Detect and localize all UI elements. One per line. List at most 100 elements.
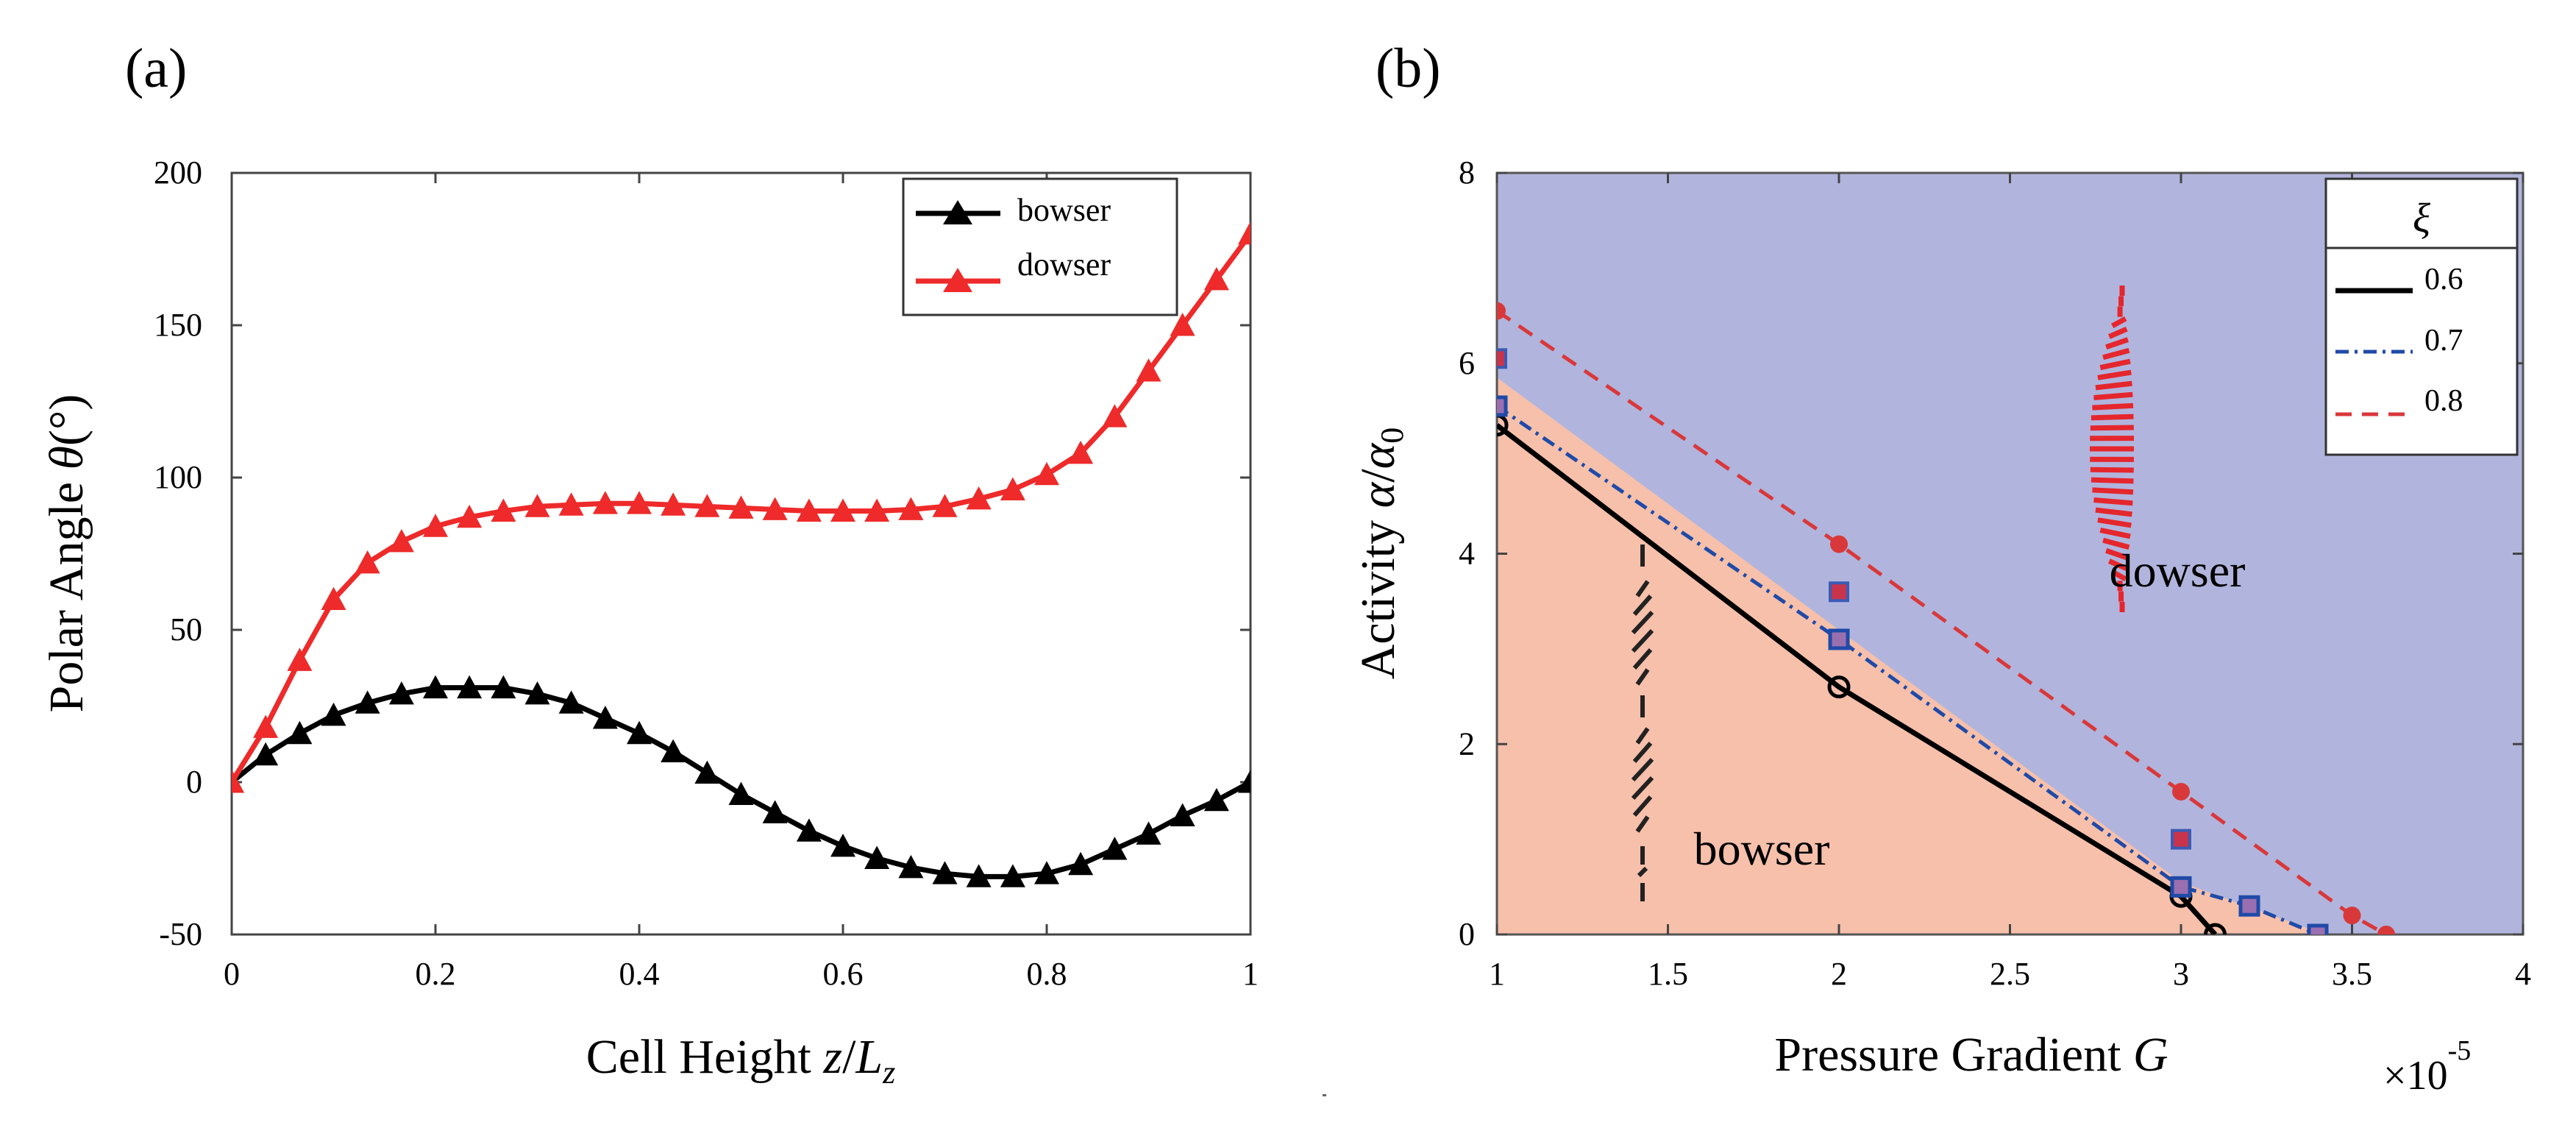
dowser-director-segment [2090, 467, 2134, 473]
series-bowser-point [253, 742, 279, 766]
dowser-director-segment [2097, 517, 2132, 528]
series-dowser-point [287, 648, 313, 671]
dowser-director-segment [2102, 537, 2130, 550]
b-xtick-label: 3 [2173, 956, 2189, 992]
dowser-director-segment [2095, 380, 2132, 391]
series-bowser-point [558, 690, 584, 714]
series-bowser-point [1238, 770, 1250, 793]
xi-0.7-point [2238, 895, 2260, 917]
panel-b-tick-labels: 1 1.5 2 2.5 3 3.5 4 0 2 4 6 8 [1459, 155, 2531, 992]
series-bowser-point [491, 675, 516, 699]
panel-a-legend-box [902, 177, 1178, 316]
a-ytick-label: 50 [170, 611, 202, 648]
a-xtick-label: 0.8 [1027, 956, 1067, 992]
dowser-director-glyph [2090, 285, 2134, 612]
series-dowser-point [253, 714, 279, 738]
panel-a-xlabel: Cell Height z/Lz [586, 1030, 896, 1090]
series-dowser-point [457, 504, 483, 528]
dowser-director-segment [2099, 358, 2131, 371]
series-dowser-point [524, 494, 550, 517]
b-xtick-label: 1.5 [1648, 956, 1688, 992]
xi-0.7-point [1828, 628, 1850, 650]
panel-a-legend: bowser dowser [902, 177, 1178, 316]
series-dowser-point [321, 586, 346, 611]
legend-dowser-marker [943, 268, 972, 292]
legend-title-xi: ξ [2413, 196, 2430, 241]
b-ytick-label: 0 [1459, 916, 1475, 952]
a-xtick-label: 0 [224, 956, 240, 992]
legend-0.6-label: 0.6 [2424, 263, 2463, 297]
series-dowser-point [796, 498, 822, 522]
region-label-bowser: bowser [1694, 823, 1830, 875]
a-ytick-label: 150 [154, 307, 202, 343]
xi-0.7-point [2170, 876, 2192, 898]
series-dowser-point [1068, 440, 1094, 464]
dowser-director-segment [2093, 391, 2133, 400]
series-dowser-point [592, 491, 618, 514]
b-xtick-label: 3.5 [2332, 956, 2372, 992]
dowser-director-segment [2093, 497, 2133, 506]
series-bowser-point [898, 854, 924, 879]
xi-0.7-point [2307, 923, 2329, 934]
a-xtick-label: 0.4 [619, 956, 660, 992]
dowser-director-segment [2107, 558, 2128, 572]
series-dowser-point [661, 492, 686, 516]
panel-b-xlabel: Pressure Gradient G [1774, 1028, 2168, 1082]
series-bowser-point [388, 681, 414, 705]
series-bowser-point [457, 675, 483, 699]
panel-a-series [232, 221, 1250, 887]
legend-0.7-label: 0.7 [2424, 324, 2463, 358]
series-dowser-point [1102, 404, 1128, 428]
series-bowser-point [1203, 787, 1229, 812]
b-xtick-label: 2.5 [1990, 956, 2030, 992]
series-bowser-point [830, 833, 855, 857]
series-bowser-point [1170, 803, 1195, 826]
b-xtick-label: 4 [2515, 956, 2531, 992]
a-xtick-label: 1 [1242, 956, 1259, 992]
legend-bowser-label: bowser [1017, 192, 1111, 228]
series-bowser-point [796, 818, 822, 842]
b-ytick-label: 2 [1459, 726, 1475, 762]
dowser-director-segment [2099, 527, 2131, 539]
series-bowser-point [1136, 821, 1161, 845]
xi-0.7-point [1497, 395, 1508, 417]
series-bowser-point [287, 720, 313, 745]
panel-a-tick-labels: 0 0.2 0.4 0.6 0.8 1 -50 0 50 100 150 200 [154, 155, 1259, 992]
panel-b-ticks [1495, 171, 2525, 936]
dowser-director-segment [2107, 326, 2128, 339]
series-dowser-point [864, 498, 890, 522]
series-bowser-point [355, 690, 380, 714]
series-dowser-point [388, 528, 414, 553]
series-bowser-point [423, 675, 448, 699]
dowser-director-segment [2110, 316, 2127, 329]
series-bowser-point [1102, 837, 1128, 860]
xi-0.8-point [1830, 535, 1848, 553]
dowser-director-segment [2105, 337, 2129, 350]
panel-a-ylabel: Polar Angle θ(°) [40, 394, 93, 713]
panel-b-series [1497, 302, 2395, 934]
x-multiplier: ×10-5 [2383, 1035, 2471, 1099]
panel-a: (a) 0 0.2 0.4 0.6 0.8 1 -50 0 50 100 150 200 Cell H… [40, 38, 1259, 1090]
dowser-director-segment [2102, 347, 2130, 361]
series-dowser-point [966, 486, 992, 510]
region-label-dowser: dowser [2110, 545, 2246, 597]
panel-b-legend: ξ 0.6 0.7 0.8 [2324, 177, 2519, 456]
xi-0.8-point [2343, 907, 2361, 925]
dowser-director-segment [2105, 547, 2129, 561]
series-dowser-point [232, 770, 244, 793]
dowser-director-segment [2095, 507, 2132, 517]
series-bowser-point [864, 845, 890, 869]
dowser-director-segment [2092, 487, 2134, 495]
series-dowser-point [762, 497, 788, 520]
a-xtick-label: 0.6 [823, 956, 864, 992]
series-dowser-point [728, 495, 754, 519]
xi-0.6-point [1497, 414, 1509, 437]
legend-dowser-label: dowser [1017, 246, 1111, 283]
xi-0.7-line [1497, 404, 2319, 934]
bowser-director-glyph [1631, 545, 1654, 901]
series-bowser-point [728, 781, 754, 806]
xi-0.8-square-point [1497, 348, 1507, 369]
xi-0.8-square-point [1829, 581, 1849, 603]
